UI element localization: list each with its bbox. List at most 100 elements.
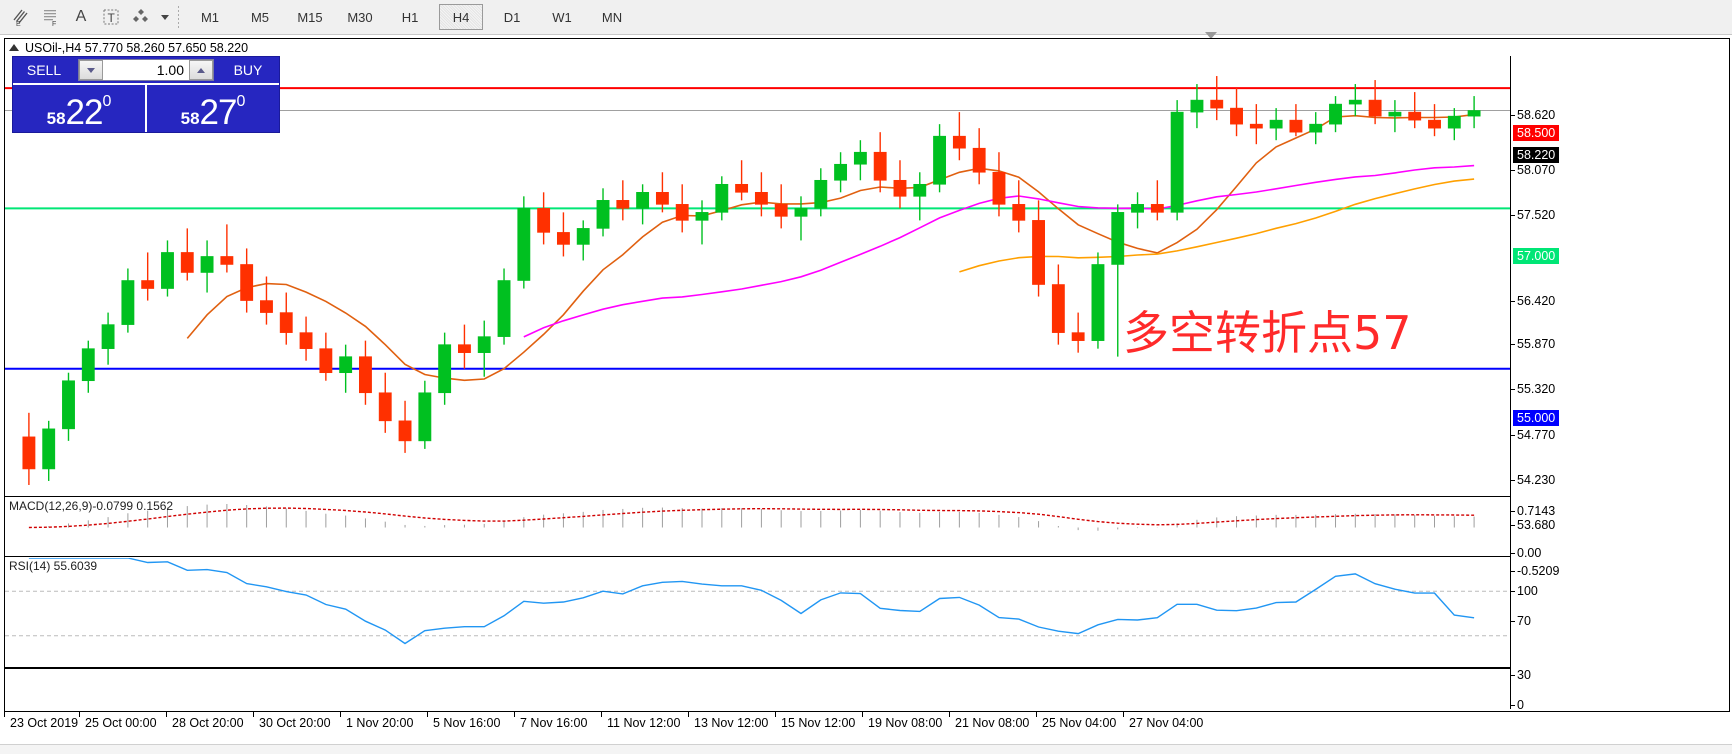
expert-advisors-icon[interactable]: E (6, 3, 36, 31)
time-separator (775, 711, 776, 717)
bid-price-fraction: 0 (102, 93, 112, 110)
macd-tick: 0.7143 (1510, 504, 1556, 518)
ask-price-main: 27 (199, 93, 238, 132)
macd-label: MACD(12,26,9)-0.0799 0.1562 (9, 499, 174, 513)
timeframe-h4[interactable]: H4 (439, 4, 483, 30)
time-separator (253, 711, 254, 717)
symbol-ohlc-label: USOil-,H4 57.770 58.260 57.650 58.220 (25, 40, 249, 55)
volume-stepper[interactable]: 1.00 (78, 59, 214, 81)
price-tick: 58.620 (1510, 108, 1556, 122)
price-pane[interactable] (5, 56, 1510, 497)
timeframe-m5[interactable]: M5 (250, 9, 270, 25)
ask-price-prefix: 58 (180, 109, 200, 128)
svg-text:T: T (108, 11, 116, 25)
rsi-tick: 70 (1511, 614, 1531, 628)
rsi-label: RSI(14) 55.6039 (9, 559, 98, 573)
price-tick: 55.870 (1510, 337, 1556, 351)
bid-price-prefix: 58 (46, 109, 66, 128)
time-tick: 1 Nov 20:00 (346, 716, 414, 730)
time-scale[interactable]: 23 Oct 2019 25 Oct 00:00 28 Oct 20:00 30 Oc… (4, 711, 1728, 736)
volume-input[interactable]: 1.00 (103, 62, 189, 78)
time-separator (1123, 711, 1124, 717)
macd-plot (28, 504, 1475, 531)
chart-window: USOil-,H4 57.770 58.260 57.650 58.220 MA… (4, 38, 1730, 712)
time-separator (514, 711, 515, 717)
timeframe-m1[interactable]: M1 (200, 9, 220, 25)
timeframe-h1[interactable]: H1 (401, 9, 419, 25)
time-tick: 5 Nov 16:00 (433, 716, 501, 730)
timeframe-m15[interactable]: M15 (297, 9, 323, 25)
timeframe-w1[interactable]: W1 (552, 9, 572, 25)
volume-decrease-button[interactable] (79, 60, 103, 80)
time-tick: 11 Nov 12:00 (607, 716, 681, 730)
time-separator (949, 711, 950, 717)
time-separator (601, 711, 602, 717)
ask-price-display[interactable]: 58 27 0 (145, 83, 279, 132)
svg-text:F: F (52, 21, 56, 27)
time-tick: 27 Nov 04:00 (1129, 716, 1204, 730)
time-separator (4, 711, 5, 717)
objects-dropdown-icon[interactable] (156, 3, 172, 31)
price-tick: 58.070 (1510, 163, 1556, 177)
timeframe-d1[interactable]: D1 (503, 9, 521, 25)
timeframe-mn[interactable]: MN (601, 9, 623, 25)
time-tick: 28 Oct 20:00 (172, 716, 244, 730)
rsi-tick: 30 (1511, 668, 1531, 682)
main-toolbar: E F A T M1 M5 M15 M30 H1 H4 D1 W1 MN (0, 0, 1732, 35)
time-tick: 21 Nov 08:00 (955, 716, 1030, 730)
price-tick: 54.770 (1510, 428, 1556, 442)
time-tick: 7 Nov 16:00 (520, 716, 588, 730)
svg-text:E: E (16, 21, 21, 27)
text-object-icon[interactable]: T (96, 3, 126, 31)
text-label-icon[interactable]: A (75, 8, 87, 25)
price-tick: 53.680 (1510, 518, 1556, 532)
time-separator (862, 711, 863, 717)
buy-button[interactable]: BUY (233, 62, 263, 78)
macd-pane[interactable]: MACD(12,26,9)-0.0799 0.1562 (5, 498, 1510, 557)
timeframe-m30[interactable]: M30 (347, 9, 373, 25)
pivot-price-badge[interactable]: 57.000 (1513, 248, 1560, 264)
status-bar (0, 744, 1732, 754)
rsi-tick: 0 (1511, 698, 1524, 712)
macd-tick: 0.00 (1510, 546, 1542, 560)
time-tick: 30 Oct 20:00 (259, 716, 331, 730)
rsi-plot (5, 558, 1510, 645)
price-tick: 54.230 (1510, 473, 1556, 487)
collapse-triangle-icon[interactable] (9, 44, 19, 51)
indicators-list-icon[interactable]: F (36, 3, 66, 31)
sell-button[interactable]: SELL (26, 62, 62, 78)
rsi-pane[interactable]: RSI(14) 55.6039 (5, 558, 1510, 669)
time-separator (688, 711, 689, 717)
trade-panel-top-row: SELL 1.00 BUY (13, 57, 279, 83)
symbol-info-bar: USOil-,H4 57.770 58.260 57.650 58.220 (5, 39, 1729, 56)
resistance-price-badge[interactable]: 58.500 (1513, 125, 1560, 141)
time-separator (166, 711, 167, 717)
support-price-badge[interactable]: 55.000 (1513, 410, 1560, 426)
chart-annotation-text[interactable]: 多空转折点57 (1123, 306, 1412, 360)
price-scale[interactable]: 58.620 58.070 57.520 56.420 55.870 55.320 54.7… (1510, 56, 1729, 712)
current-price-badge[interactable]: 58.220 (1513, 147, 1560, 163)
volume-increase-button[interactable] (189, 60, 213, 80)
timeframe-group: M1 M5 M15 M30 H1 H4 D1 W1 MN (185, 4, 637, 30)
time-separator (1036, 711, 1037, 717)
time-separator (340, 711, 341, 717)
bid-price-display[interactable]: 58 22 0 (13, 83, 145, 132)
time-tick: 25 Nov 04:00 (1042, 716, 1117, 730)
time-tick: 13 Nov 12:00 (694, 716, 769, 730)
ask-price-fraction: 0 (236, 93, 246, 110)
drawing-objects-icon[interactable] (126, 3, 156, 31)
bid-price-main: 22 (65, 93, 104, 132)
time-separator (79, 711, 80, 717)
price-tick: 55.320 (1510, 382, 1556, 396)
time-separator (427, 711, 428, 717)
time-tick: 23 Oct 2019 (10, 716, 79, 730)
toolbar-divider (178, 6, 179, 28)
time-tick: 15 Nov 12:00 (781, 716, 856, 730)
chart-drop-marker (1205, 32, 1217, 39)
time-tick: 25 Oct 00:00 (85, 716, 157, 730)
one-click-trading-panel[interactable]: SELL 1.00 BUY 58 22 0 58 27 0 (13, 57, 279, 132)
macd-tick: -0.5209 (1510, 564, 1560, 578)
candlestick-plot (5, 76, 1510, 485)
time-tick: 19 Nov 08:00 (868, 716, 943, 730)
price-tick: 56.420 (1510, 294, 1556, 308)
